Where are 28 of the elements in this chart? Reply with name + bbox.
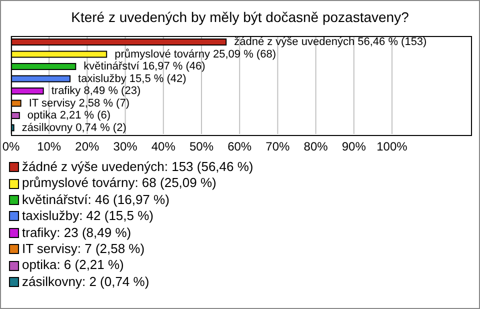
legend-label: průmyslové továrny: 68 (25,09 %)	[22, 175, 216, 192]
legend-label: zásilkovny: 2 (0,74 %)	[22, 274, 150, 290]
legend-label: IT servisy: 7 (2,58 %)	[22, 241, 145, 258]
x-tick-label: 70%	[266, 140, 290, 154]
x-tick-label: 60%	[228, 140, 252, 154]
data-label: IT servisy 2,58 % (7)	[28, 97, 130, 110]
legend-label: žádné z výše uvedených: 153 (56,46 %)	[22, 159, 254, 176]
x-tick-label: 80%	[304, 140, 328, 154]
x-tick-label: 10%	[37, 140, 62, 154]
data-label: zásilkovny 0,74 % (2)	[22, 122, 126, 134]
x-tick-label: 90%	[342, 140, 366, 154]
x-tick-label: 40%	[151, 140, 176, 154]
x-tick-label: 0%	[2, 140, 20, 154]
legend-label: optika: 6 (2,21 %)	[22, 257, 124, 274]
legend-label: květinářství: 46 (16,97 %)	[22, 192, 170, 208]
data-label: taxislužby 15,5 % (42)	[78, 72, 186, 85]
data-label: žádné z výše uvedených 56,46 % (153)	[234, 36, 427, 48]
legend-label: taxislužby: 42 (15,5 %)	[22, 208, 154, 225]
data-label: optika 2,21 % (6)	[27, 110, 111, 122]
x-tick-label: 20%	[75, 140, 100, 154]
legend-label: trafiky: 23 (8,49 %)	[22, 224, 132, 242]
data-label: trafiky 8,49 % (23)	[51, 85, 141, 97]
x-tick-label: 50%	[189, 140, 214, 154]
data-label: průmyslové továrny 25,09 % (68)	[114, 48, 276, 60]
data-label: květinářství 16,97 % (46)	[84, 60, 206, 72]
chart-title: Které z uvedených by měly být dočasně pozastaveny?	[70, 9, 410, 25]
x-tick-label: 100%	[376, 140, 408, 154]
x-tick-label: 30%	[113, 140, 138, 154]
